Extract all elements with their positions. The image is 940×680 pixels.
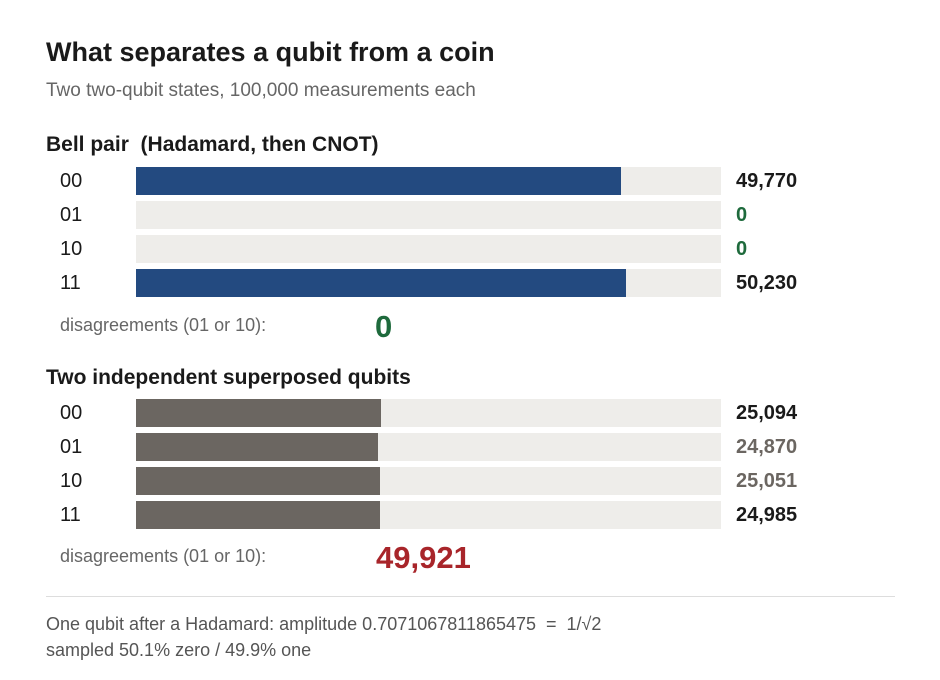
bell-bar-track-01: [136, 201, 721, 229]
indep-bar-track-01: [136, 433, 721, 461]
bell-count-01: 0: [736, 204, 748, 226]
indep-row-label-10: 10: [60, 470, 83, 492]
bell-pair-section-title: Bell pair (Hadamard, then CNOT): [46, 133, 379, 156]
bell-bar-track-10: [136, 235, 721, 263]
page-title: What separates a qubit from a coin: [46, 37, 495, 67]
footer-divider: [46, 596, 895, 597]
indep-row-label-01: 01: [60, 436, 83, 458]
indep-bar-11: [136, 501, 380, 529]
indep-bar-10: [136, 467, 380, 495]
indep-bar-track-11: [136, 501, 721, 529]
indep-bar-track-10: [136, 467, 721, 495]
bell-count-00: 49,770: [736, 170, 798, 192]
indep-count-11: 24,985: [736, 504, 798, 526]
indep-disagreements-value: 49,921: [376, 540, 471, 575]
indep-count-00: 25,094: [736, 402, 798, 424]
bell-count-11: 50,230: [736, 272, 798, 294]
indep-bar-01: [136, 433, 378, 461]
indep-bar-track-00: [136, 399, 721, 427]
bell-row-label-00: 00: [60, 170, 83, 192]
bell-bar-11: [136, 269, 626, 297]
indep-row-label-11: 11: [60, 504, 81, 526]
footnote-amplitude: One qubit after a Hadamard: amplitude 0.…: [46, 614, 602, 634]
bell-bar-track-00: [136, 167, 721, 195]
indep-count-01: 24,870: [736, 436, 798, 458]
footnote-sampling: sampled 50.1% zero / 49.9% one: [46, 640, 312, 660]
bell-bar-00: [136, 167, 621, 195]
bell-disagreements-value: 0: [375, 309, 393, 344]
indep-count-10: 25,051: [736, 470, 798, 492]
bell-count-10: 0: [736, 238, 748, 260]
independent-section-title: Two independent superposed qubits: [46, 366, 411, 389]
indep-disagreements-label: disagreements (01 or 10):: [60, 546, 267, 566]
bell-row-label-11: 11: [60, 272, 81, 294]
bell-row-label-10: 10: [60, 238, 83, 260]
bell-row-label-01: 01: [60, 204, 83, 226]
indep-row-label-00: 00: [60, 402, 83, 424]
page-subtitle: Two two-qubit states, 100,000 measuremen…: [46, 80, 476, 101]
indep-bar-00: [136, 399, 381, 427]
bell-disagreements-label: disagreements (01 or 10):: [60, 315, 267, 335]
bell-bar-track-11: [136, 269, 721, 297]
